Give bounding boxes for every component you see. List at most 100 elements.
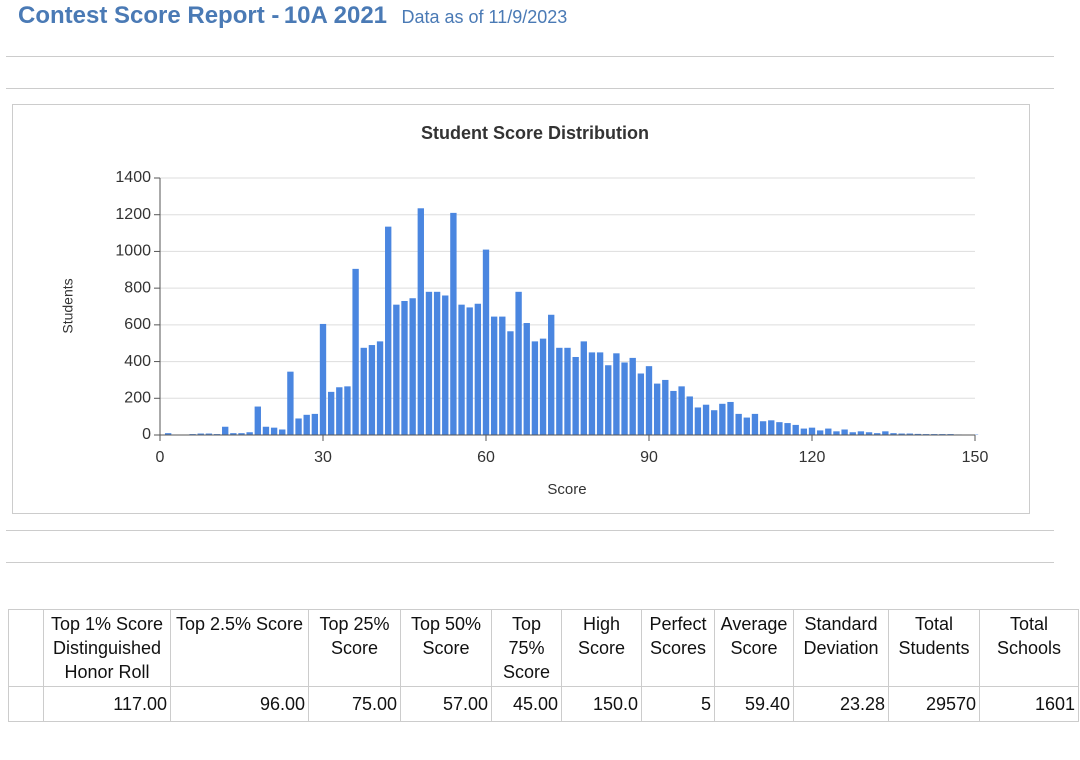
bar <box>719 403 726 435</box>
bar <box>686 396 693 435</box>
bar <box>344 386 351 435</box>
bar <box>466 307 473 435</box>
y-axis-title: Students <box>60 278 76 333</box>
y-tick-label: 400 <box>124 353 151 370</box>
bar <box>515 291 522 435</box>
column-header: Top 2.5% Score <box>170 609 309 687</box>
stat-cell: 45.00 <box>491 686 562 722</box>
column-header: Top 25% Score <box>308 609 401 687</box>
bar <box>417 208 424 435</box>
bar <box>857 431 865 435</box>
column-header: Top 50% Score <box>400 609 492 687</box>
contest-name: 10A 2021 <box>283 2 388 29</box>
divider <box>6 88 1054 89</box>
bar <box>262 426 270 435</box>
bar <box>254 406 261 435</box>
stat-cell: 75.00 <box>308 686 401 722</box>
bar <box>270 427 278 435</box>
bar <box>588 352 596 435</box>
chart: Student Score Distribution Students Scor… <box>60 123 989 498</box>
bar <box>499 316 506 435</box>
column-header: Average Score <box>714 609 794 687</box>
stat-cell: 5 <box>641 686 715 722</box>
bar <box>890 433 897 435</box>
bar <box>645 366 653 435</box>
bar <box>865 432 873 435</box>
bar <box>385 226 392 435</box>
bar <box>906 433 913 435</box>
bar <box>450 212 457 435</box>
bar <box>776 422 783 435</box>
bar <box>556 347 563 435</box>
bar <box>759 421 767 435</box>
bar <box>368 345 376 435</box>
bar <box>768 420 775 435</box>
bar <box>882 431 889 435</box>
header-row: Top 1% Score Distinguished Honor Roll Top… <box>8 609 1079 687</box>
y-tick-label: 1000 <box>115 243 151 260</box>
bar <box>572 356 579 435</box>
stat-cell: 29570 <box>888 686 980 722</box>
header: Contest Score Report - 10A 2021 Data as … <box>18 2 567 30</box>
column-header: Perfect Scores <box>641 609 715 687</box>
stat-cell: 1601 <box>979 686 1079 722</box>
bar <box>327 391 335 435</box>
x-tick-label: 120 <box>799 449 826 466</box>
bar <box>605 365 612 435</box>
x-axis-title: Score <box>547 481 586 498</box>
blank-cell <box>8 686 44 722</box>
bar <box>409 298 416 435</box>
bar <box>311 413 319 435</box>
bar <box>678 386 685 435</box>
column-header: Standard Deviation <box>793 609 889 687</box>
bar <box>711 410 718 435</box>
bar <box>735 413 742 435</box>
x-tick-label: 0 <box>156 449 165 466</box>
column-header: Total Students <box>888 609 980 687</box>
data-row: 117.00 96.00 75.00 57.00 45.00 150.0 5 59.40 23.… <box>8 686 1079 722</box>
stat-cell: 57.00 <box>400 686 492 722</box>
bar <box>800 428 808 435</box>
y-tick-label: 0 <box>142 426 151 443</box>
chart-title: Student Score Distribution <box>421 123 649 143</box>
chart-panel: Student Score Distribution Students Scor… <box>12 104 1030 514</box>
bar <box>303 414 310 435</box>
y-tick-label: 600 <box>124 316 151 333</box>
bar <box>898 433 905 435</box>
stat-cell: 150.0 <box>561 686 642 722</box>
bar <box>613 353 620 435</box>
bar <box>841 429 848 435</box>
bar <box>694 407 702 435</box>
bar <box>458 304 465 435</box>
bar <box>376 341 384 435</box>
bar <box>548 314 555 435</box>
bar <box>621 362 628 435</box>
bar <box>792 424 799 435</box>
bar <box>205 433 213 435</box>
x-tick-label: 150 <box>962 449 989 466</box>
bar <box>393 304 400 435</box>
x-tick-label: 30 <box>314 449 332 466</box>
divider <box>6 56 1054 57</box>
bar <box>784 423 791 435</box>
bar <box>825 428 832 435</box>
bar <box>816 430 824 435</box>
bar <box>433 291 441 435</box>
bar <box>629 357 636 435</box>
x-tick-label: 60 <box>477 449 495 466</box>
bar <box>833 431 840 435</box>
bar <box>507 331 514 435</box>
bar <box>914 433 922 435</box>
bar <box>336 387 343 435</box>
column-header: Top 75% Score <box>491 609 562 687</box>
bar <box>425 291 433 435</box>
bar <box>442 295 449 435</box>
report-title: Contest Score Report - <box>18 2 280 29</box>
stat-cell: 117.00 <box>43 686 171 722</box>
bar <box>702 404 710 435</box>
divider <box>6 530 1054 531</box>
bar <box>539 338 547 435</box>
y-tick-label: 1200 <box>115 206 151 223</box>
bar <box>474 303 482 435</box>
